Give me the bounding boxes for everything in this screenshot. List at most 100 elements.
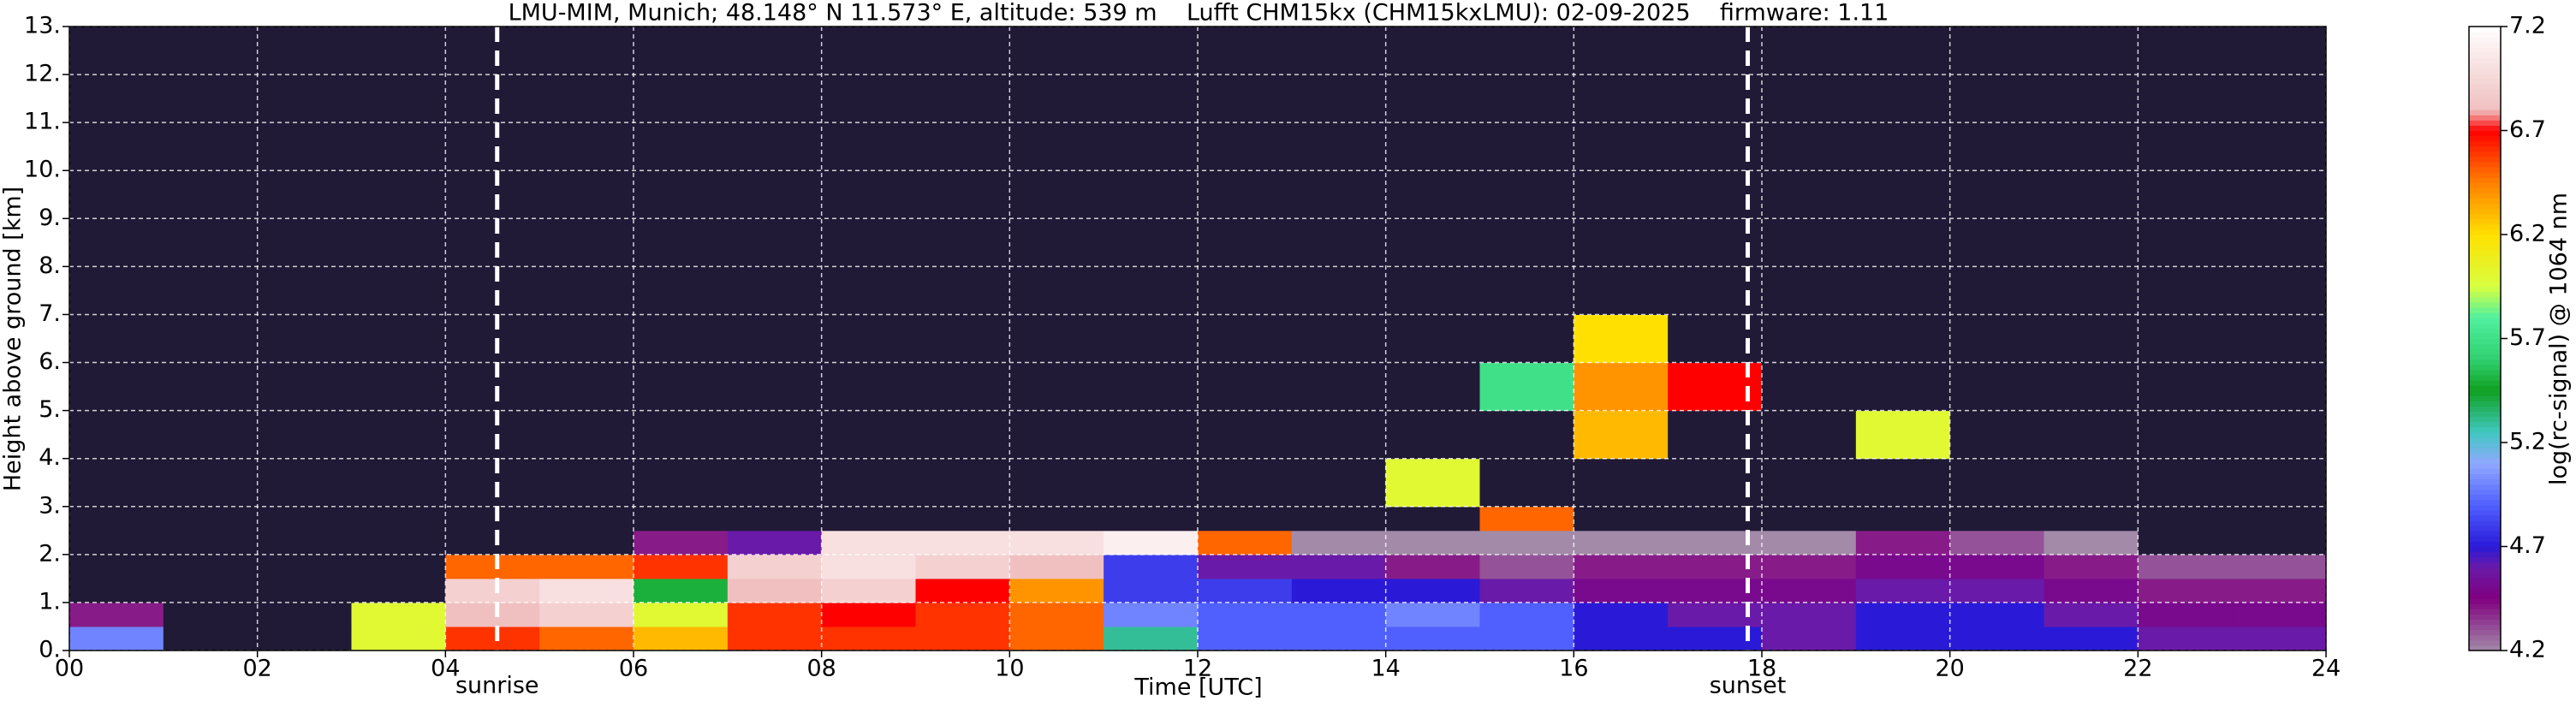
heatmap-cell — [1479, 266, 1574, 315]
heatmap-cell — [1479, 314, 1574, 364]
heatmap-cell — [1291, 602, 1387, 627]
heatmap-cell — [1291, 530, 1387, 556]
x-tick-label: 24 — [2311, 656, 2341, 682]
colorbar-segment — [2469, 463, 2501, 469]
heatmap-cell — [163, 27, 259, 171]
heatmap-cell — [1385, 410, 1480, 460]
heatmap-cell — [1574, 266, 1669, 315]
heatmap-cell — [1009, 266, 1104, 315]
colorbar-segment — [2469, 426, 2501, 433]
colorbar-segment — [2469, 37, 2501, 43]
colorbar-segment — [2469, 47, 2501, 53]
colorbar-segment — [2469, 431, 2501, 438]
colorbar-segment — [2469, 338, 2501, 345]
heatmap-cell — [1762, 314, 1857, 364]
y-tick-label: 2. — [39, 540, 61, 567]
colorbar-segment — [2469, 567, 2501, 573]
heatmap-cell — [1198, 506, 1293, 532]
heatmap-cell — [1198, 530, 1293, 556]
x-tick-label: 06 — [619, 656, 648, 682]
colorbar-segment — [2469, 140, 2501, 147]
heatmap-cell — [2044, 266, 2139, 315]
colorbar-segment — [2469, 375, 2501, 381]
heatmap-cell — [351, 578, 446, 603]
heatmap-cell — [1479, 530, 1574, 556]
heatmap-cell — [1762, 410, 1857, 460]
heatmap-cell — [1949, 506, 2044, 532]
colorbar-segment — [2469, 639, 2501, 646]
heatmap-cell — [2044, 410, 2139, 460]
colorbar-segment — [2469, 624, 2501, 631]
heatmap-cell — [634, 578, 729, 603]
colorbar-segment — [2469, 88, 2501, 95]
colorbar-segment — [2469, 172, 2501, 178]
heatmap-cell — [1385, 578, 1480, 603]
heatmap-cell — [727, 410, 823, 460]
heatmap-cell — [2138, 266, 2233, 315]
heatmap-cell — [2232, 530, 2327, 556]
colorbar-segment — [2469, 448, 2501, 454]
heatmap-cell — [257, 314, 352, 364]
heatmap-cell — [163, 530, 259, 556]
heatmap-cell — [1385, 506, 1480, 532]
x-tick-label: 00 — [55, 656, 84, 682]
heatmap-cell — [1762, 170, 1857, 267]
y-tick-label: 0. — [39, 637, 61, 663]
colorbar-segment — [2469, 187, 2501, 193]
x-tick-label: 22 — [2123, 656, 2152, 682]
heatmap-cell — [1574, 554, 1669, 579]
y-tick-label: 7. — [39, 300, 61, 327]
heatmap-cell — [351, 626, 446, 651]
heatmap-cell — [1385, 314, 1480, 364]
heatmap-cell — [2232, 602, 2327, 627]
heatmap-cell — [2044, 554, 2139, 579]
heatmap-cell — [1104, 530, 1199, 556]
colorbar-segment — [2469, 93, 2501, 100]
colorbar-segment — [2469, 318, 2501, 324]
heatmap-cell — [1291, 506, 1387, 532]
colorbar-segment — [2469, 68, 2501, 74]
heatmap-cell — [69, 506, 164, 532]
heatmap-cell — [915, 266, 1010, 315]
colorbar-segment — [2469, 198, 2501, 205]
heatmap-cell — [634, 27, 729, 171]
heatmap-cell — [445, 602, 540, 627]
x-axis-label: Time [UTC] — [1133, 674, 1262, 701]
heatmap-cell — [727, 626, 823, 651]
x-tick-label: 18 — [1747, 656, 1776, 682]
heatmap-cell — [1762, 554, 1857, 579]
heatmap-cell — [1762, 458, 1857, 508]
heatmap-cell — [634, 506, 729, 532]
colorbar-tick-label: 5.7 — [2509, 324, 2546, 351]
colorbar-segment — [2469, 99, 2501, 105]
heatmap-cell — [634, 530, 729, 556]
colorbar-segment — [2469, 312, 2501, 318]
heatmap-cell — [915, 410, 1010, 460]
heatmap-cell — [915, 554, 1010, 579]
heatmap-cell — [2138, 578, 2233, 603]
colorbar-segment — [2469, 380, 2501, 386]
heatmap-cell — [163, 578, 259, 603]
heatmap-cell — [915, 626, 1010, 651]
heatmap-cell — [69, 578, 164, 603]
heatmap-cell — [727, 458, 823, 508]
heatmap-cell — [1291, 458, 1387, 508]
colorbar-segment — [2469, 343, 2501, 350]
heatmap-cell — [1009, 506, 1104, 532]
heatmap-cell — [539, 266, 634, 315]
colorbar-tick-label: 6.7 — [2509, 116, 2546, 143]
colorbar-segment — [2469, 489, 2501, 496]
heatmap-cell — [351, 314, 446, 364]
y-tick-label: 5. — [39, 396, 61, 423]
heatmap-cell — [1855, 27, 1951, 171]
heatmap-cell — [257, 602, 352, 627]
heatmap-cell — [1198, 314, 1293, 364]
heatmap-cell — [915, 458, 1010, 508]
heatmap-cell — [1198, 554, 1293, 579]
heatmap-cell — [69, 554, 164, 579]
heatmap-cell — [821, 506, 916, 532]
colorbar-segment — [2469, 598, 2501, 604]
heatmap-cell — [1009, 626, 1104, 651]
heatmap-cell — [821, 27, 916, 171]
y-tick-label: 4. — [39, 444, 61, 471]
